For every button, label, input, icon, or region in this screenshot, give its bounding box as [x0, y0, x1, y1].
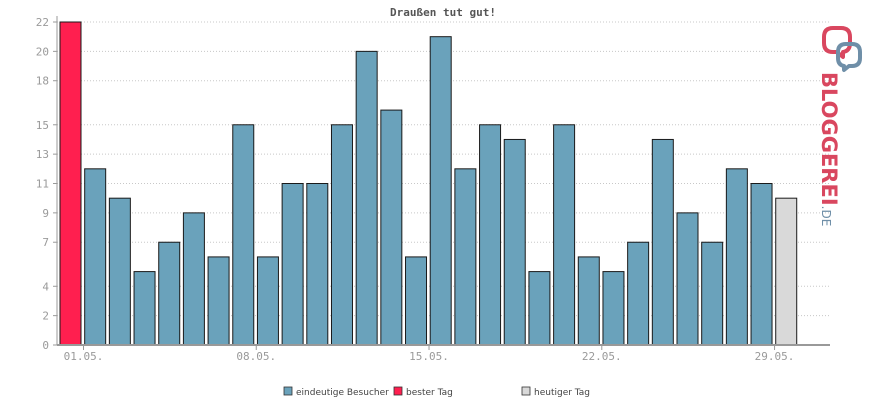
bar-29.05. — [750, 183, 773, 346]
bar-23.05. — [602, 271, 625, 346]
bar-18.05. — [479, 124, 502, 346]
y-tick-label: 9 — [42, 207, 49, 220]
bar-08.05. — [232, 124, 255, 346]
bar-11.05. — [306, 183, 329, 346]
bar-06.05. — [182, 212, 205, 346]
y-tick-label: 15 — [36, 119, 49, 132]
bar-03.05. — [108, 197, 131, 346]
bar-15.05. — [405, 256, 428, 346]
bar-02.05. — [84, 168, 107, 346]
x-tick-label: 08.05. — [236, 350, 276, 363]
y-tick-label: 18 — [36, 75, 49, 88]
bar-01.05. — [59, 21, 82, 346]
axes — [56, 16, 830, 346]
bar-14.05. — [380, 109, 403, 346]
bar-21.05. — [553, 124, 576, 346]
bars — [59, 21, 798, 346]
bar-07.05. — [207, 256, 230, 346]
legend-swatch-today — [521, 386, 531, 396]
bar-25.05. — [651, 138, 674, 346]
y-tick-label: 20 — [36, 45, 49, 58]
y-tick-label: 13 — [36, 148, 49, 161]
bar-28.05. — [725, 168, 748, 346]
legend-label-today: heutiger Tag — [534, 388, 590, 398]
y-tick-label: 4 — [42, 280, 49, 293]
bar-26.05. — [676, 212, 699, 346]
y-tick-label: 0 — [42, 339, 49, 352]
y-tick-label: 7 — [42, 236, 49, 249]
bar-30.05. — [775, 197, 798, 346]
legend-label-best: bester Tag — [406, 388, 453, 398]
legend-label-unique: eindeutige Besucher — [296, 388, 389, 398]
bar-17.05. — [454, 168, 477, 346]
legend-swatch-best — [393, 386, 403, 396]
x-tick-labels: 01.05. 08.05. 15.05. 22.05. 29.05. — [64, 345, 795, 363]
y-tick-label: 22 — [36, 16, 49, 29]
bar-19.05. — [503, 138, 526, 346]
x-tick-label: 15.05. — [409, 350, 449, 363]
legend: eindeutige Besucher bester Tag heutiger Ta… — [283, 386, 590, 398]
chart-title: Draußen tut gut! — [390, 6, 496, 19]
x-tick-label: 22.05. — [582, 350, 622, 363]
bar-24.05. — [627, 241, 650, 346]
bar-16.05. — [429, 36, 452, 346]
bar-09.05. — [256, 256, 279, 346]
speech-bubbles-icon — [822, 26, 862, 72]
bar-12.05. — [330, 124, 353, 346]
bloggerei-logo: BLOGGEREI.DE — [817, 26, 862, 226]
legend-swatch-unique — [283, 386, 293, 396]
x-tick-label: 01.05. — [64, 350, 104, 363]
x-tick-label: 29.05. — [755, 350, 795, 363]
bar-04.05. — [133, 271, 156, 346]
y-tick-label: 2 — [42, 310, 49, 323]
bar-27.05. — [701, 241, 724, 346]
y-tick-label: 11 — [36, 178, 49, 191]
bar-10.05. — [281, 183, 304, 346]
bar-20.05. — [528, 271, 551, 346]
logo-wordmark: BLOGGEREI.DE — [817, 72, 841, 226]
y-tick-labels: 0 2 4 7 9 11 13 15 18 20 22 — [36, 16, 57, 352]
bar-22.05. — [577, 256, 600, 346]
bar-13.05. — [355, 50, 378, 346]
bar-05.05. — [158, 241, 181, 346]
